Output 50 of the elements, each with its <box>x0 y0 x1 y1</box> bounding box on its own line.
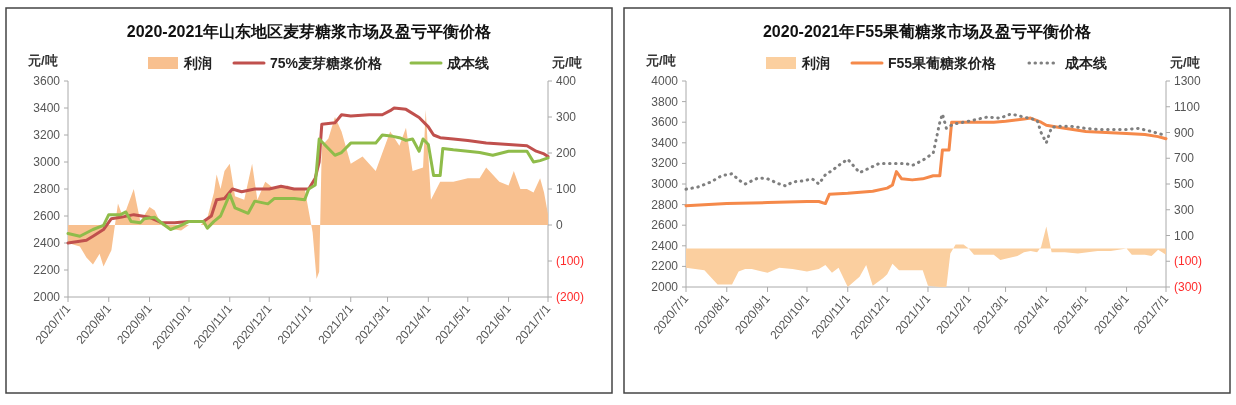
y2-tick-label: 500 <box>1174 177 1195 191</box>
y2-tick-label: 700 <box>1174 151 1195 166</box>
y2-tick-label: (100) <box>1174 254 1203 269</box>
y-axis-title: 元/吨 <box>27 53 58 68</box>
y-tick-label: 4000 <box>651 74 679 88</box>
y2-tick-label: 200 <box>556 146 577 160</box>
y2-axis-title: 元/吨 <box>551 55 582 70</box>
y-tick-label: 2600 <box>651 218 679 233</box>
y-tick-label: 3000 <box>651 177 679 191</box>
y2-tick-label: 300 <box>556 110 577 124</box>
y2-tick-label: 900 <box>1174 125 1195 140</box>
y-axis-title: 元/吨 <box>645 53 676 68</box>
chart-title: 2020-2021年F55果葡糖浆市场及盈亏平衡价格 <box>762 23 1093 40</box>
legend-label: 利润 <box>801 55 830 71</box>
y2-tick-label: 1300 <box>1174 74 1202 88</box>
y-tick-label: 2200 <box>33 263 61 277</box>
line-series <box>684 116 1168 208</box>
y-tick-label: 2200 <box>651 259 679 274</box>
y2-axis-title: 元/吨 <box>1169 55 1200 70</box>
legend-label: 利润 <box>183 55 212 71</box>
y2-tick-label: (300) <box>1174 280 1203 294</box>
legend-label: F55果葡糖浆价格 <box>888 55 998 71</box>
y2-tick-label: 0 <box>556 218 563 232</box>
y-tick-label: 3400 <box>651 135 679 150</box>
y2-tick-label: 100 <box>556 182 577 196</box>
y-tick-label: 3600 <box>33 74 61 88</box>
legend-label: 成本线 <box>1064 55 1107 71</box>
y-tick-label: 3200 <box>33 128 61 142</box>
y-tick-label: 3600 <box>651 115 679 130</box>
legend-label: 75%麦芽糖浆价格 <box>270 55 384 71</box>
y2-tick-label: (100) <box>556 254 585 268</box>
y2-tick-label: 300 <box>1174 202 1195 217</box>
y-tick-label: 2000 <box>651 280 679 294</box>
y-tick-label: 3000 <box>33 155 61 169</box>
y2-tick-label: 1100 <box>1174 99 1201 114</box>
y-tick-label: 2600 <box>33 209 61 223</box>
y-tick-label: 2800 <box>651 197 679 212</box>
y2-tick-label: 100 <box>1174 228 1195 243</box>
legend-label: 成本线 <box>446 55 489 71</box>
y-tick-label: 2400 <box>651 238 679 253</box>
y-tick-label: 3800 <box>651 94 679 109</box>
y-tick-label: 2400 <box>33 236 61 250</box>
y-tick-label: 2800 <box>33 182 61 196</box>
y2-tick-label: (200) <box>556 290 585 304</box>
chart-title: 2020-2021年山东地区麦芽糖浆市场及盈亏平衡价格 <box>126 23 493 40</box>
y2-tick-label: 400 <box>556 74 577 88</box>
y-tick-label: 3200 <box>651 156 679 171</box>
y-tick-label: 3400 <box>33 101 61 115</box>
y-tick-label: 2000 <box>33 290 61 304</box>
line-series <box>66 133 550 238</box>
